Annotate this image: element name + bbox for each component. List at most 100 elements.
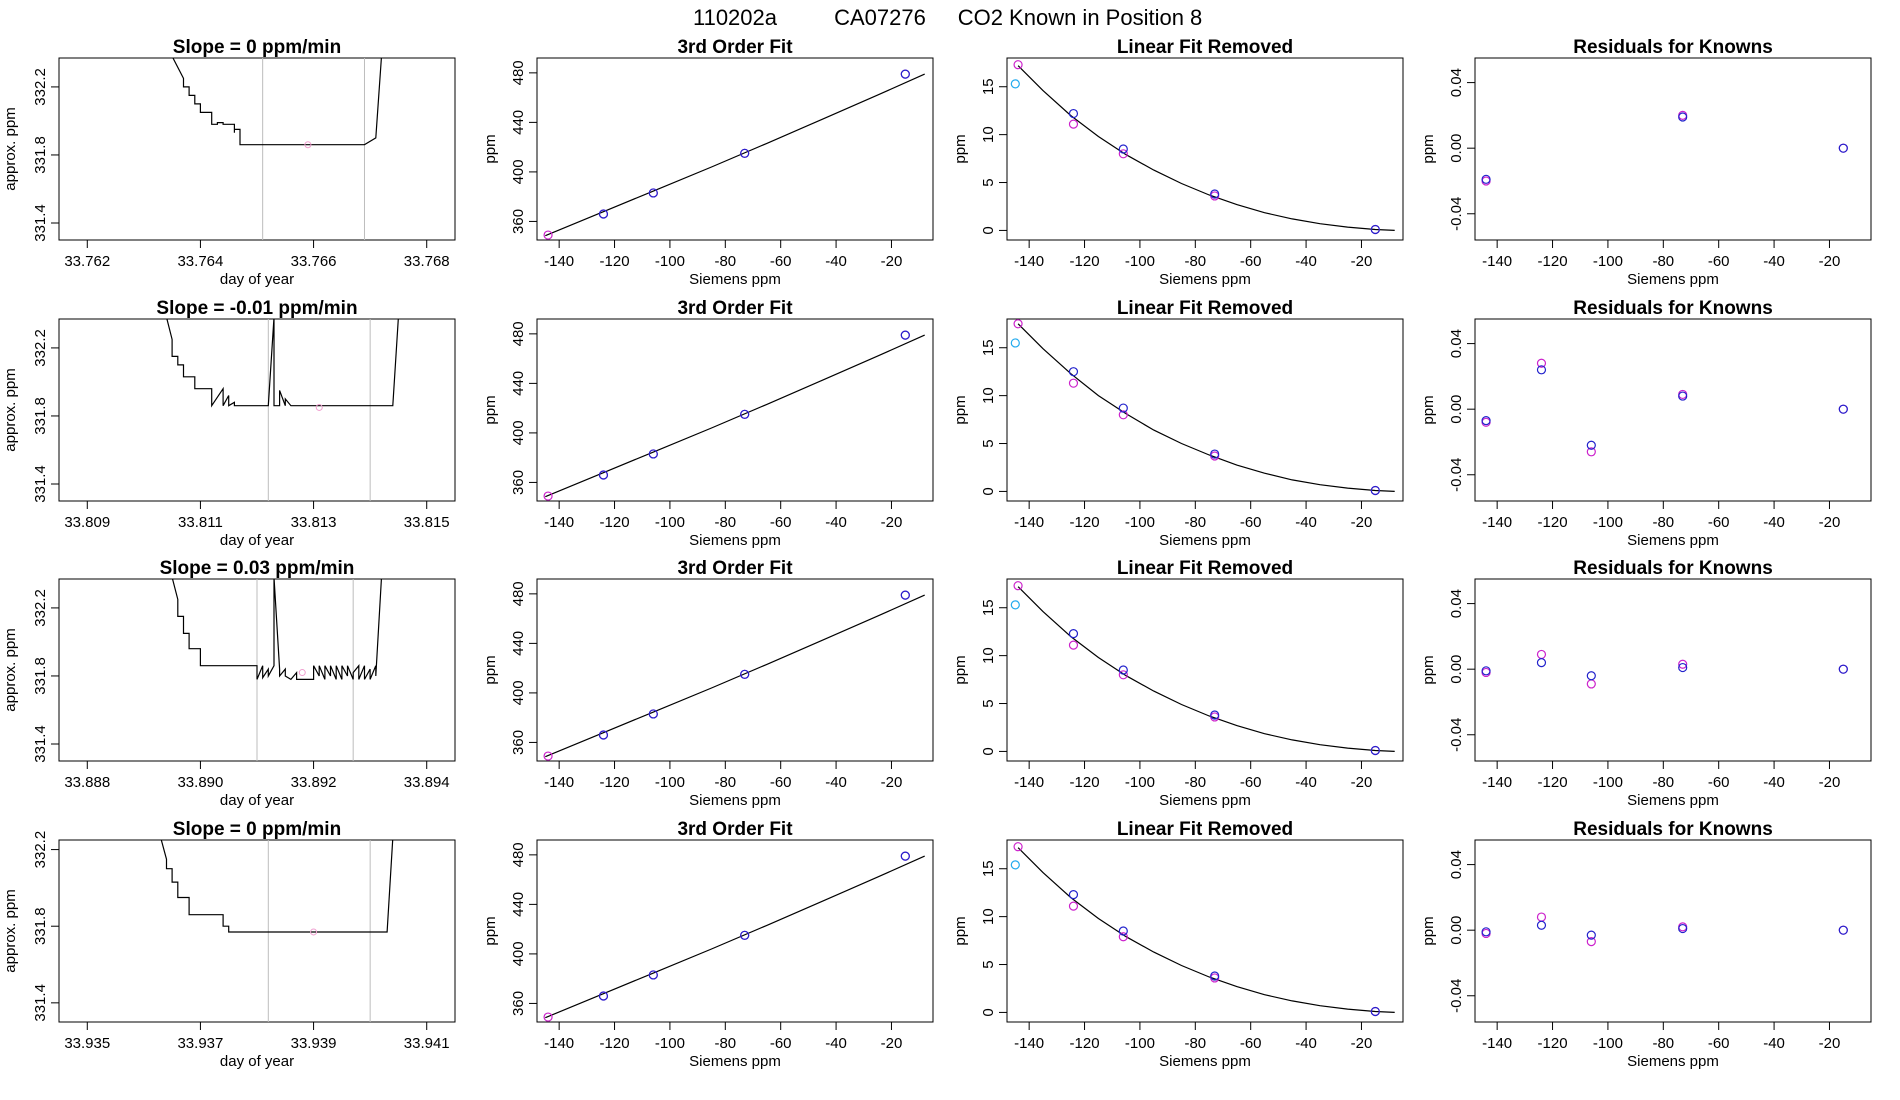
plot-frame — [58, 839, 456, 1023]
plot-area — [1017, 323, 1395, 492]
x-axis-label: Siemens ppm — [689, 271, 781, 288]
data-point-cyan — [1010, 338, 1020, 348]
x-tick-label: -20 — [1351, 774, 1373, 791]
data-point-known_blue — [1536, 920, 1547, 930]
y-tick-label: 15 — [980, 599, 997, 616]
data-point-known_blue — [1678, 112, 1688, 122]
x-tick-label: -100 — [655, 774, 685, 791]
panel-1: Slope = 0 ppm/min 33.762 33.764 33.766 33.76… — [2, 37, 456, 288]
fit-line — [545, 855, 925, 1019]
y-tick-label: 331.4 — [32, 465, 49, 503]
x-tick-label: -60 — [770, 514, 792, 531]
y-tick-label: 5 — [980, 439, 997, 447]
x-tick-label: -20 — [881, 514, 903, 531]
figure-title-label: CO2 Known in Position 8 — [958, 5, 1203, 30]
x-tick-label: -20 — [1351, 1035, 1373, 1052]
y-tick-label: 5 — [980, 178, 997, 186]
data-point-known_blue — [1370, 1006, 1380, 1017]
panel-title: Linear Fit Removed — [1117, 298, 1293, 319]
x-tick-label: -120 — [1538, 1035, 1568, 1052]
y-tick-label: 332.2 — [32, 329, 49, 367]
plot-frame — [1474, 578, 1872, 762]
x-tick-label: 33.894 — [404, 774, 450, 791]
plot-area — [172, 58, 382, 240]
mean-marker — [298, 669, 306, 677]
x-axis-label: day of year — [220, 792, 294, 809]
x-tick-label: -60 — [1708, 514, 1730, 531]
x-axis-label: Siemens ppm — [1159, 532, 1251, 549]
x-tick-label: -100 — [1125, 514, 1155, 531]
data-point-magenta — [543, 230, 553, 240]
data-point-magenta — [1068, 901, 1079, 911]
x-tick-label: -120 — [1538, 774, 1568, 791]
x-tick-label: -40 — [825, 774, 847, 791]
y-axis-label: ppm — [1420, 134, 1437, 163]
panel-9: Slope = 0.03 ppm/min 33.888 33.890 33.892 33… — [2, 558, 456, 809]
x-axis-label: Siemens ppm — [689, 792, 781, 809]
x-tick-label: -100 — [1593, 514, 1623, 531]
x-tick-label: -20 — [881, 774, 903, 791]
x-tick-label: -60 — [770, 774, 792, 791]
plot-area — [545, 334, 925, 498]
y-tick-label: 331.8 — [32, 136, 49, 174]
x-tick-label: -60 — [1240, 774, 1262, 791]
data-point-known_blue — [1586, 440, 1596, 450]
y-axis-label: ppm — [1420, 655, 1437, 684]
data-point-known_blue — [1838, 143, 1848, 153]
fit-line — [545, 594, 925, 758]
data-point-known_blue — [1118, 144, 1128, 154]
x-tick-label: 33.764 — [177, 253, 223, 270]
plot-frame — [536, 578, 934, 762]
panel-2: 3rd Order Fit -140 -120 -100 -80 -60 -40 -20 360… — [482, 37, 934, 288]
x-tick-label: 33.941 — [404, 1035, 450, 1052]
figure-title-run: 110202a — [693, 5, 778, 30]
data-point-known_blue — [740, 148, 750, 158]
x-tick-label: -80 — [1184, 774, 1206, 791]
x-tick-label: -120 — [1538, 253, 1568, 270]
panel-grid: Slope = 0 ppm/min 33.762 33.764 33.766 33.76… — [2, 37, 1872, 1070]
plot-frame — [536, 318, 934, 502]
x-axis-label: day of year — [220, 271, 294, 288]
panel-title: Linear Fit Removed — [1117, 558, 1293, 579]
data-point-cyan — [1010, 600, 1020, 610]
x-tick-label: -100 — [1125, 253, 1155, 270]
y-axis-label: approx. ppm — [2, 368, 19, 451]
panel-15: Linear Fit Removed -140 -120 -100 -80 -60 -40 -… — [952, 819, 1404, 1070]
y-tick-label: -0.04 — [1448, 979, 1465, 1013]
x-tick-label: -60 — [1240, 514, 1262, 531]
x-tick-label: 33.815 — [404, 514, 450, 531]
y-axis-label: ppm — [952, 655, 969, 684]
plot-frame — [1006, 57, 1404, 241]
data-point-magenta — [1013, 319, 1023, 329]
x-tick-label: -80 — [1184, 514, 1206, 531]
y-tick-label: 360 — [510, 209, 527, 234]
panel-title: 3rd Order Fit — [677, 558, 793, 579]
x-tick-label: -100 — [1125, 1035, 1155, 1052]
x-tick-label: 33.811 — [178, 514, 223, 531]
x-tick-label: -120 — [1070, 514, 1100, 531]
data-point-known_blue — [648, 970, 658, 980]
x-tick-label: -140 — [544, 774, 574, 791]
data-point-magenta — [543, 1012, 553, 1022]
x-tick-label: -100 — [1125, 774, 1155, 791]
panel-4: Residuals for Knowns -140 -120 -100 -80 -60 -4… — [1420, 37, 1872, 288]
x-tick-label: -100 — [655, 1035, 685, 1052]
x-tick-label: -100 — [1593, 253, 1623, 270]
plot-frame — [1474, 839, 1872, 1023]
x-tick-label: -40 — [1295, 774, 1317, 791]
data-point-known_blue — [1210, 189, 1220, 199]
x-axis-label: Siemens ppm — [1627, 271, 1719, 288]
x-axis-label: Siemens ppm — [1627, 532, 1719, 549]
y-tick-label: 0 — [980, 487, 997, 495]
data-point-known_blue — [740, 409, 750, 419]
y-tick-label: 331.4 — [32, 204, 49, 242]
x-tick-label: -140 — [1482, 1035, 1512, 1052]
y-tick-label: 331.8 — [32, 657, 49, 695]
x-tick-label: -40 — [1763, 1035, 1785, 1052]
x-axis-label: day of year — [220, 1053, 294, 1070]
x-tick-label: -40 — [1295, 253, 1317, 270]
data-point-known_blue — [598, 209, 609, 219]
y-tick-label: 0.04 — [1448, 850, 1465, 879]
plot-area — [171, 579, 383, 761]
